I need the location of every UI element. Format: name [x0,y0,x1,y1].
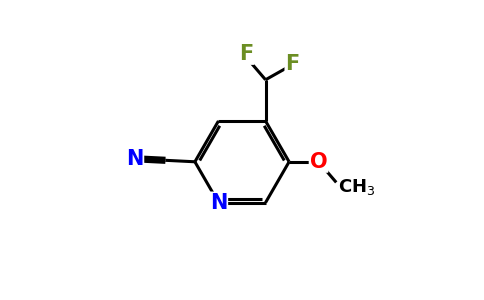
Text: F: F [239,44,254,64]
Text: O: O [310,152,327,172]
Text: N: N [126,149,143,169]
Text: N: N [210,193,227,213]
Text: CH$_3$: CH$_3$ [338,177,375,197]
Text: F: F [286,54,300,74]
